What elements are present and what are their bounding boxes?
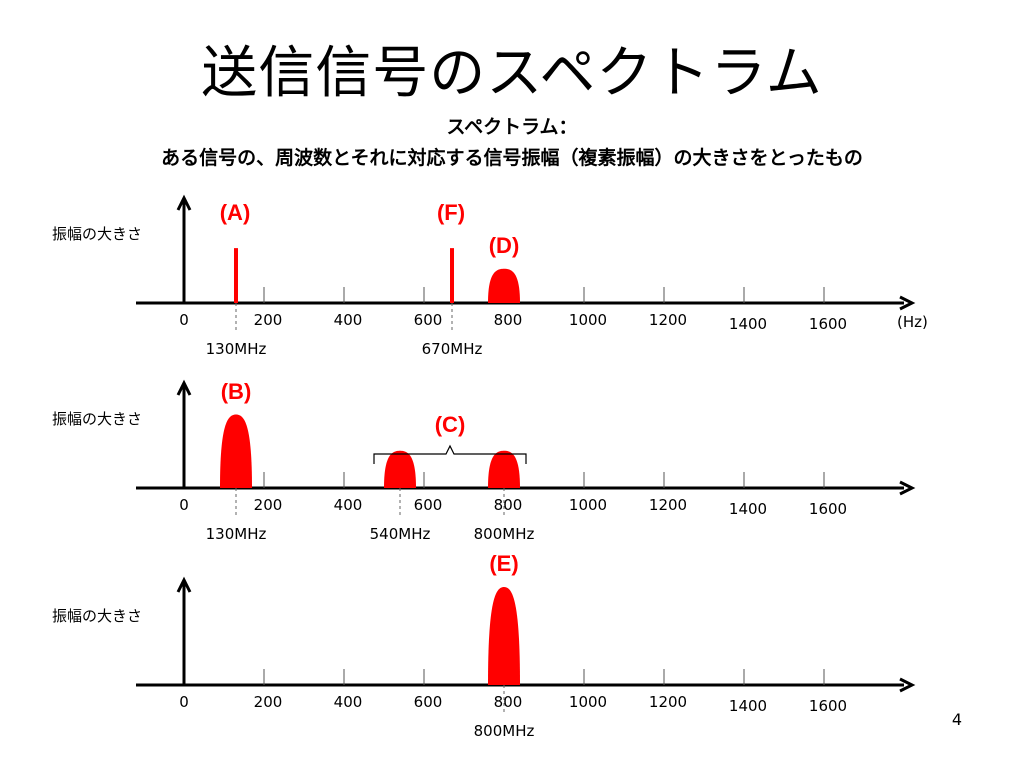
- tick-label: 1200: [648, 496, 688, 514]
- tick-label: 1000: [568, 693, 608, 711]
- frequency-annotation: 540MHz: [369, 525, 431, 543]
- subtitle-term: スペクトラム：: [446, 116, 578, 138]
- tick-label: 0: [179, 693, 189, 711]
- y-axis-arrow: [176, 194, 192, 211]
- signal-label: (E): [489, 551, 519, 576]
- frequency-annotation: 800MHz: [473, 722, 535, 740]
- y-axis-arrow: [176, 379, 192, 396]
- tick-label: 1600: [808, 500, 848, 518]
- frequency-annotation: 800MHz: [473, 525, 535, 543]
- tick-label: 0: [179, 311, 189, 329]
- frequency-annotation: 670MHz: [421, 340, 483, 358]
- x-axis-arrow: [899, 295, 916, 311]
- tick-label: 200: [253, 693, 283, 711]
- tick-label: 400: [333, 693, 363, 711]
- tick-label: 800: [493, 496, 523, 514]
- signal-hump: [488, 268, 520, 303]
- y-axis-label: 振幅の大きさ: [52, 225, 143, 243]
- spectrum-svg: [136, 194, 916, 333]
- spectrum-panel-1: 0 200 400 600 800 1000 1200 1400 1600 振幅の大きさ (Hz) 1…: [0, 188, 1024, 388]
- tick-label: 1600: [808, 315, 848, 333]
- signal-hump: [220, 414, 252, 488]
- tick-label: 1200: [648, 311, 688, 329]
- tick-label: 0: [179, 496, 189, 514]
- x-axis-unit: (Hz): [897, 313, 928, 331]
- x-axis-arrow: [899, 480, 916, 496]
- signal-hump: [488, 450, 520, 488]
- spectrum-svg: [136, 576, 916, 715]
- subtitle-definition: ある信号の、周波数とそれに対応する信号振幅（複素振幅）の大きさをとったもの: [161, 147, 863, 169]
- signal-label: (D): [488, 232, 520, 258]
- tick-label: 600: [413, 311, 443, 329]
- y-axis-label: 振幅の大きさ: [52, 607, 143, 625]
- group-brace: [373, 444, 527, 464]
- slide-title: 送信信号のスペクトラム: [201, 41, 823, 106]
- x-axis-arrow: [899, 677, 916, 693]
- tick-label: 1000: [568, 496, 608, 514]
- tick-label: 400: [333, 496, 363, 514]
- tick-label: 200: [253, 496, 283, 514]
- tick-label: 1400: [728, 315, 768, 333]
- tick-label: 1400: [728, 697, 768, 715]
- tick-label: 800: [493, 693, 523, 711]
- tick-label: 1400: [728, 500, 768, 518]
- page-number: 4: [951, 710, 962, 729]
- spectrum-svg: [136, 379, 916, 518]
- signal-label: (B): [220, 378, 252, 404]
- tick-label: 600: [413, 496, 443, 514]
- tick-label: 400: [333, 311, 363, 329]
- tick-label: 200: [253, 311, 283, 329]
- tick-label: 600: [413, 693, 443, 711]
- tick-label: 1200: [648, 693, 688, 711]
- signal-hump: [384, 450, 416, 488]
- tick-label: 1000: [568, 311, 608, 329]
- frequency-annotation: 130MHz: [205, 525, 267, 543]
- y-axis-arrow: [176, 576, 192, 593]
- signal-label: (F): [436, 200, 466, 226]
- tick-label: 1600: [808, 697, 848, 715]
- y-axis-label: 振幅の大きさ: [52, 410, 143, 428]
- frequency-annotation: 130MHz: [205, 340, 267, 358]
- spectrum-panel-2: 0 200 400 600 800 1000 1200 1400 1600 振幅の大きさ 130MH…: [0, 373, 1024, 573]
- tick-label: 800: [493, 311, 523, 329]
- signal-hump: [488, 587, 520, 685]
- spectrum-panel-3: 0 200 400 600 800 1000 1200 1400 1600 振幅の大きさ 800MH…: [0, 551, 1024, 770]
- signal-label: (A): [219, 200, 251, 226]
- group-label: (C): [434, 412, 466, 437]
